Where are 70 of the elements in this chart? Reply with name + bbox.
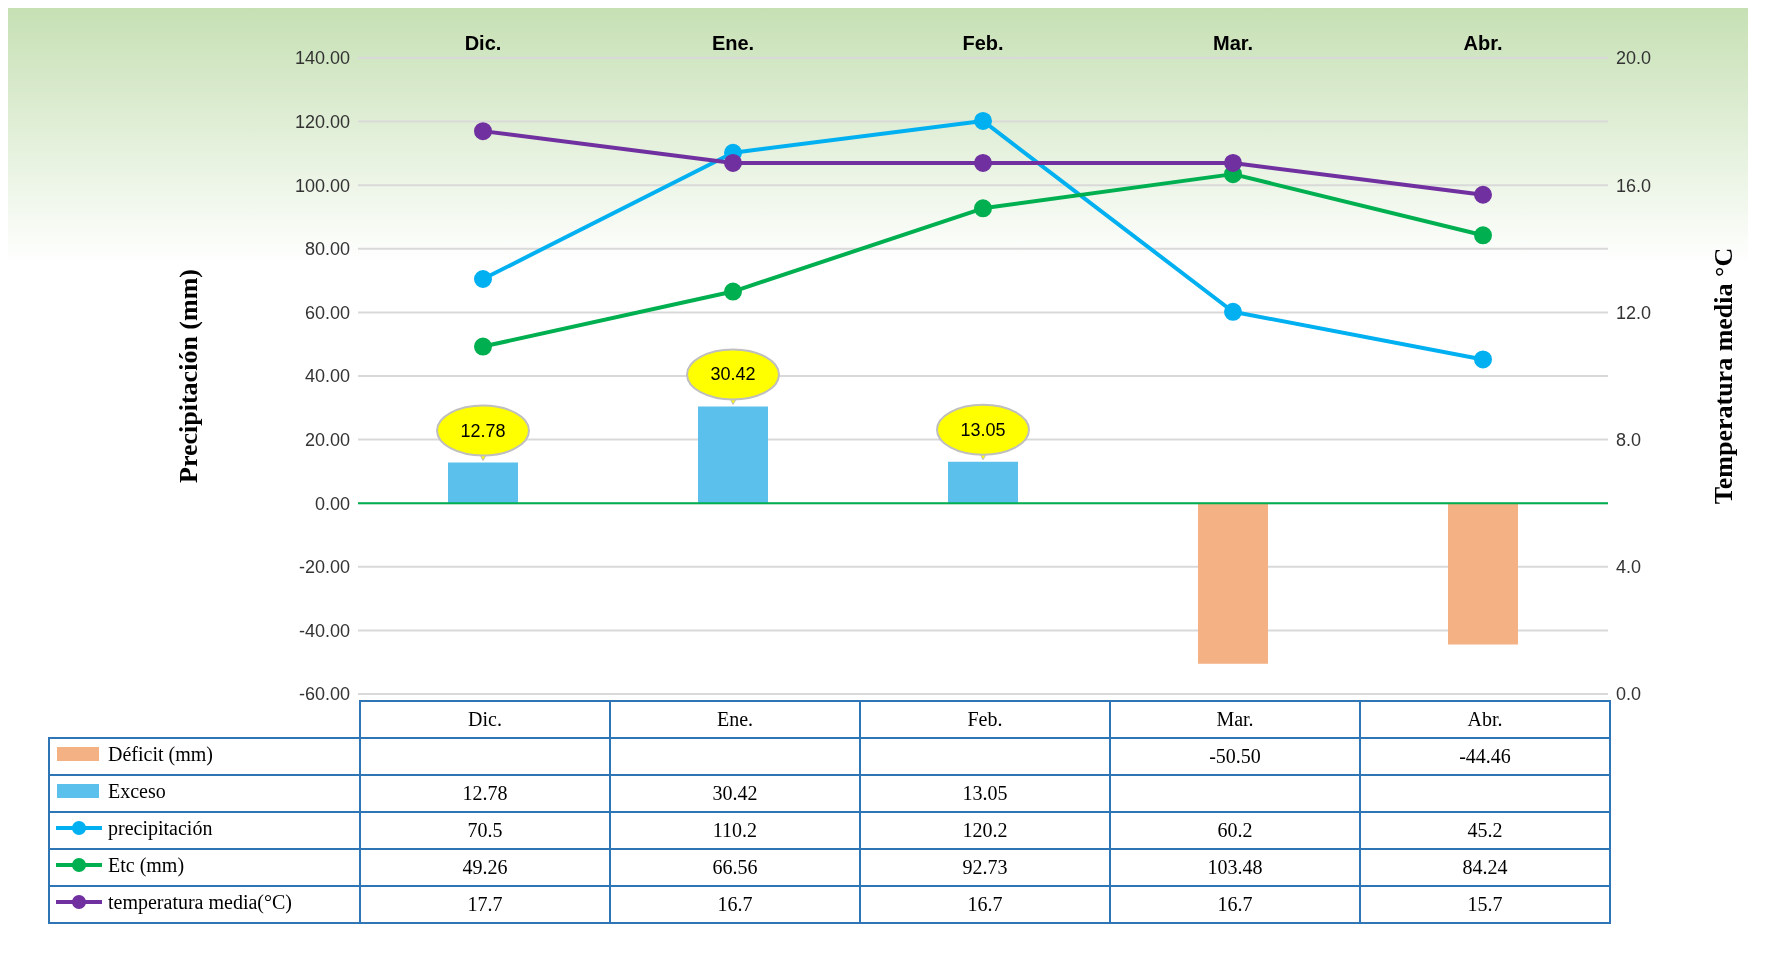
x-tick-label: Dic. (464, 32, 502, 54)
legend-label: temperatura media(°C) (108, 890, 293, 914)
data-label: 66.56 (610, 849, 860, 886)
legend-label: Exceso (108, 779, 166, 803)
point (1474, 226, 1492, 245)
text: 13.05 (960, 419, 1006, 440)
y2-tick-label: 16.0 (1616, 175, 1652, 196)
x-tick-label: Abr. (1463, 32, 1503, 54)
bar (698, 406, 768, 504)
data-label: 15.7 (1360, 886, 1610, 923)
data-label: 17.7 (360, 886, 610, 923)
y2-axis-title: Temperatura media °C (1709, 247, 1739, 505)
category-label: Feb. (967, 708, 1003, 730)
bar (948, 461, 1018, 504)
data-label: 16.7 (1110, 886, 1360, 923)
y2-tick-label: 20.0 (1616, 48, 1652, 69)
y2-tick-label: 8.0 (1616, 429, 1642, 450)
y-tick-label: 60.00 (304, 302, 350, 323)
data-label: -50.50 (1110, 738, 1360, 775)
y-tick-label: -40.00 (298, 620, 350, 641)
category-label: Ene. (716, 708, 754, 730)
y2-tick-label: 0.0 (1616, 684, 1642, 705)
data-label: 16.7 (610, 886, 860, 923)
y2-tick-label: 4.0 (1616, 557, 1642, 578)
data-label: 16.7 (860, 886, 1110, 923)
y-tick-label: -20.00 (298, 557, 350, 578)
bar (1448, 503, 1518, 645)
data-label: 45.2 (1360, 812, 1610, 849)
point (724, 282, 742, 301)
point (1224, 302, 1242, 321)
category-label: Dic. (468, 708, 502, 730)
y-tick-label: 100.00 (294, 175, 350, 196)
data-label: -44.46 (1360, 738, 1610, 775)
legend-label: Déficit (mm) (108, 742, 213, 766)
text: 30.42 (710, 364, 756, 385)
category-label: Abr. (1467, 708, 1503, 730)
data-label: 103.48 (1110, 849, 1360, 886)
data-label: 120.2 (860, 812, 1110, 849)
point (1474, 350, 1492, 369)
y-tick-label: 20.00 (304, 429, 350, 450)
y-tick-label: -60.00 (298, 684, 350, 705)
y-axis-title: Precipitación (mm) (174, 269, 204, 483)
data-label: 70.5 (360, 812, 610, 849)
point (974, 199, 992, 218)
y-tick-label: 0.00 (314, 493, 350, 514)
data-label: 30.42 (610, 775, 860, 812)
legend-label: precipitación (108, 816, 213, 840)
data-label: 13.05 (860, 775, 1110, 812)
y-tick-label: 120.00 (294, 111, 350, 132)
bar (448, 462, 518, 504)
x-tick-label: Mar. (1212, 32, 1254, 54)
y-tick-label: 80.00 (304, 239, 350, 260)
category-label: Mar. (1216, 708, 1254, 730)
data-label: 92.73 (860, 849, 1110, 886)
point (974, 111, 992, 130)
data-label: 84.24 (1360, 849, 1610, 886)
data-label: 60.2 (1110, 812, 1360, 849)
y-tick-label: 40.00 (304, 366, 350, 387)
data-label: 49.26 (360, 849, 610, 886)
point (474, 270, 492, 289)
bar (1198, 503, 1268, 664)
data-label: 110.2 (610, 812, 860, 849)
y-tick-label: 140.00 (294, 48, 350, 69)
point (474, 337, 492, 356)
text: 12.78 (460, 420, 506, 441)
legend-label: Etc (mm) (108, 853, 185, 877)
data-label: 12.78 (360, 775, 610, 812)
x-tick-label: Feb. (962, 32, 1004, 54)
x-tick-label: Ene. (711, 32, 755, 54)
y2-tick-label: 12.0 (1616, 302, 1652, 323)
